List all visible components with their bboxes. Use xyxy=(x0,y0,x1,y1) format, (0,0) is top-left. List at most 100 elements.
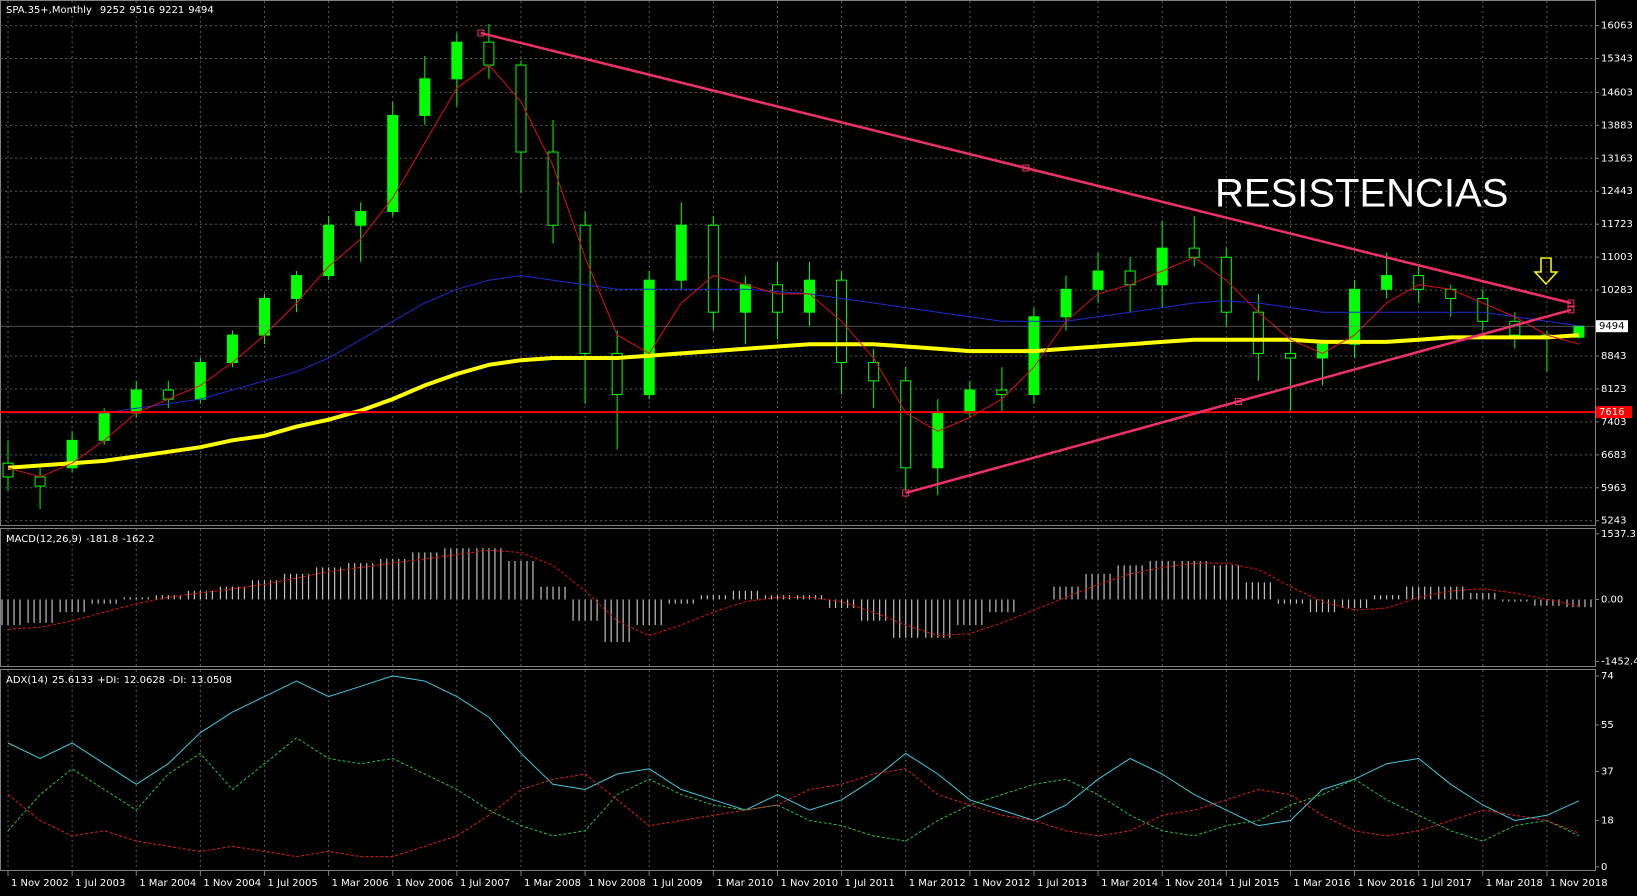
header-part: 9252 xyxy=(100,5,125,16)
signal-line xyxy=(7,549,1580,637)
y-tick-label: 14603 xyxy=(1601,87,1633,98)
header-part: 9221 xyxy=(159,5,184,16)
candle-body xyxy=(258,297,270,336)
y-tick-label: 7403 xyxy=(1601,417,1626,428)
x-tick-label: 1 Mar 2018 xyxy=(1486,878,1543,889)
header-part: 25.6133 xyxy=(52,675,93,686)
x-tick-label: 1 Nov 2016 xyxy=(1358,878,1416,889)
x-tick-label: 1 Mar 2016 xyxy=(1293,878,1350,889)
header-part: -DI: xyxy=(169,675,187,686)
y-tick-label: 11003 xyxy=(1601,252,1633,263)
candle-body xyxy=(34,476,46,487)
candle-body xyxy=(98,412,110,441)
y-tick-label: 10283 xyxy=(1601,285,1633,296)
x-tick-label: 1 Jul 2009 xyxy=(652,878,702,889)
chart-header: SPA.35+,Monthly 9252 9516 9221 9494 xyxy=(6,5,214,16)
candle-body xyxy=(2,462,14,478)
candle-body xyxy=(66,439,78,469)
candle-body xyxy=(1252,311,1264,354)
candle-body xyxy=(707,224,719,313)
annotation: RESISTENCIAS xyxy=(1215,172,1508,216)
moving-average xyxy=(8,275,1580,414)
x-tick-label: 1 Nov 2006 xyxy=(396,878,454,889)
indicator-line xyxy=(7,737,1580,842)
y-tick-label: 5963 xyxy=(1601,483,1626,494)
price-label: 9494 xyxy=(1599,321,1624,332)
moving-average xyxy=(7,333,1580,470)
x-tick-label: 1 Nov 2012 xyxy=(973,878,1031,889)
candle-body xyxy=(1413,275,1425,290)
x-tick-label: 1 Mar 2008 xyxy=(524,878,581,889)
candle-body xyxy=(1509,320,1521,336)
x-tick-label: 1 Nov 2014 xyxy=(1165,878,1223,889)
y-tick-label: 0 xyxy=(1601,862,1607,873)
y-tick-label: 16063 xyxy=(1601,21,1633,32)
y-tick-label: 8843 xyxy=(1601,351,1626,362)
x-tick-label: 1 Jul 2017 xyxy=(1422,878,1472,889)
main-pane xyxy=(0,0,1596,526)
x-tick-label: 1 Nov 2010 xyxy=(780,878,838,889)
level-label-box xyxy=(1596,406,1632,419)
x-tick-label: 1 Jul 2013 xyxy=(1037,878,1087,889)
header-part: 9516 xyxy=(129,5,154,16)
y-tick-label: 5243 xyxy=(1601,516,1626,527)
header-part: ADX(14) xyxy=(6,675,48,686)
trendline-handle xyxy=(1567,299,1575,307)
candle-body xyxy=(387,114,399,213)
candle-body xyxy=(291,275,303,299)
x-tick-label: 1 Jul 2011 xyxy=(845,878,895,889)
candle-body xyxy=(1220,256,1232,313)
level-label: 7616 xyxy=(1599,407,1624,418)
candle-body xyxy=(226,334,238,364)
price-label-box xyxy=(1596,320,1628,333)
y-tick-label: 6683 xyxy=(1601,450,1626,461)
candle-body xyxy=(451,41,463,80)
header-part: -181.8 xyxy=(86,534,118,545)
x-tick-label: 1 Nov 2008 xyxy=(588,878,646,889)
trendline-handle xyxy=(902,489,910,497)
candle-body xyxy=(130,389,142,414)
header-part: +DI: xyxy=(97,675,119,686)
x-tick-label: 1 Mar 2010 xyxy=(716,878,773,889)
y-tick-label: 1537.3 xyxy=(1601,529,1636,540)
y-tick-label: 12443 xyxy=(1601,186,1633,197)
moving-average xyxy=(7,64,1580,478)
candle-body xyxy=(547,151,559,226)
candle-body xyxy=(996,389,1008,396)
candle-body xyxy=(483,41,495,66)
y-tick-label: 13163 xyxy=(1601,153,1633,164)
y-tick-label: 15343 xyxy=(1601,54,1633,65)
candle-body xyxy=(900,380,912,469)
y-tick-label: 13883 xyxy=(1601,120,1633,131)
y-tick-label: 18 xyxy=(1601,815,1614,826)
candle-body xyxy=(323,224,335,277)
trendline-handle xyxy=(1567,306,1575,314)
y-tick-label: 8123 xyxy=(1601,384,1626,395)
x-tick-label: 1 Jul 2007 xyxy=(460,878,510,889)
candle-body xyxy=(1156,247,1168,286)
pane-header: MACD(12,26,9) -181.8 -162.2 xyxy=(6,534,154,545)
header-part: 13.0508 xyxy=(191,675,232,686)
x-tick-label: 1 Mar 2004 xyxy=(139,878,196,889)
candle-body xyxy=(1284,352,1296,359)
header-part: -162.2 xyxy=(122,534,154,545)
y-tick-label: -1452.4 xyxy=(1601,656,1637,667)
y-tick-label: 11723 xyxy=(1601,219,1633,230)
candle-body xyxy=(1092,270,1104,290)
header-part: 9494 xyxy=(188,5,213,16)
candle-body xyxy=(355,211,367,226)
candle-body xyxy=(675,224,687,281)
x-tick-label: 1 Jul 2015 xyxy=(1229,878,1279,889)
x-tick-label: 1 Nov 2002 xyxy=(11,878,69,889)
y-tick-label: 74 xyxy=(1601,671,1614,682)
header-part: 12.0628 xyxy=(124,675,165,686)
trendline-handle xyxy=(1022,164,1030,172)
trendline xyxy=(905,308,1572,495)
header-part: SPA.35+,Monthly xyxy=(6,5,92,16)
candle-body xyxy=(579,224,591,354)
y-tick-label: 0.00 xyxy=(1601,594,1623,605)
candle-body xyxy=(868,362,880,382)
candle-body xyxy=(1349,288,1361,345)
